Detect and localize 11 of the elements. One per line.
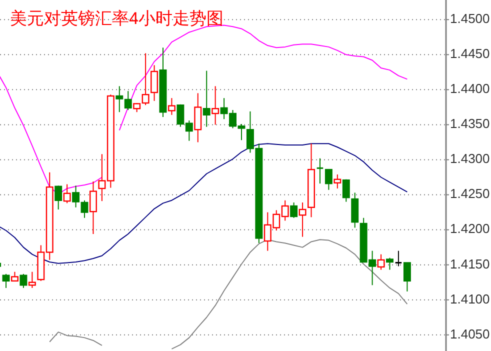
y-tick-label: 1.4250 (450, 186, 490, 202)
y-tick-label: 1.4450 (450, 46, 490, 62)
y-tick-label: 1.4100 (450, 291, 490, 306)
y-tick-label: 1.4300 (450, 151, 490, 166)
y-tick-label: 1.4200 (450, 221, 490, 236)
y-tick-label: 1.4150 (450, 256, 490, 272)
y-tick-label: 1.4400 (450, 81, 490, 96)
text: 美元对英镑汇率4小时走势图 (10, 9, 224, 28)
y-tick-label: 1.4350 (450, 116, 490, 132)
y-tick-label: 1.4500 (450, 11, 490, 26)
y-tick-label: 1.4050 (450, 326, 490, 342)
